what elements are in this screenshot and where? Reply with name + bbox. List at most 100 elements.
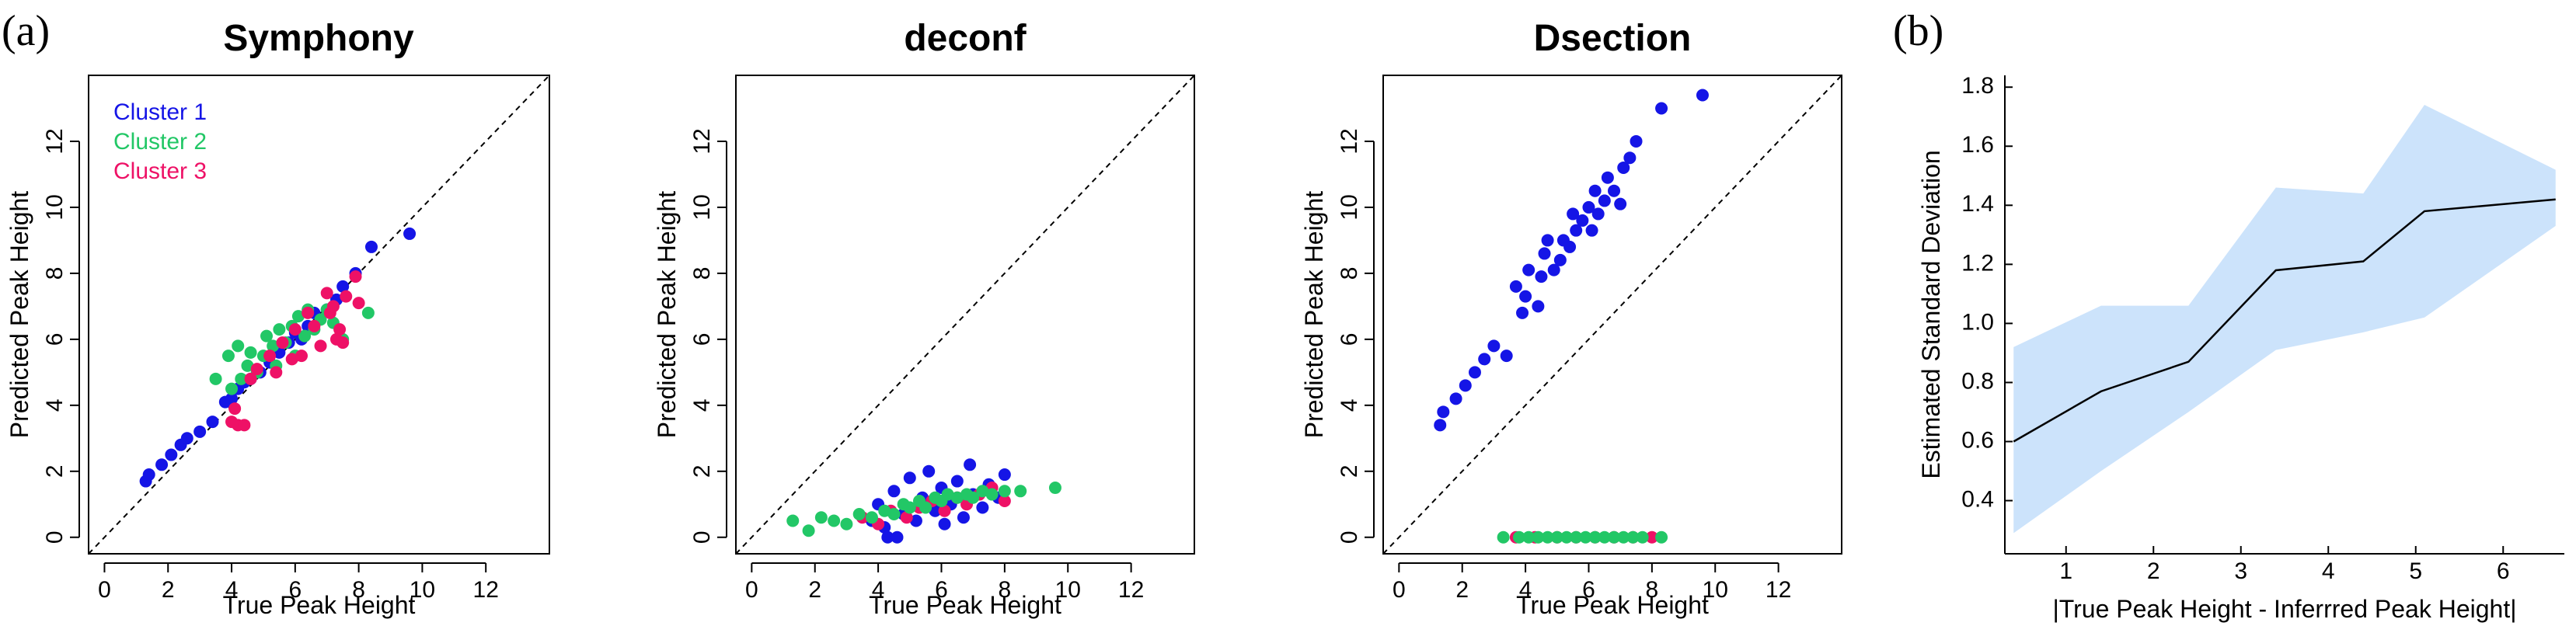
y-tick-label: 2: [1337, 464, 1362, 478]
y-axis-label: Predicted Peak Height: [5, 191, 33, 439]
data-point-cluster-2: [291, 310, 305, 323]
data-point-cluster-1: [180, 432, 193, 445]
data-point-cluster-1: [1434, 419, 1447, 432]
y-tick-label: 10: [42, 194, 68, 220]
x-tick-label: 3: [2234, 558, 2247, 584]
data-point-cluster-3: [276, 336, 289, 350]
x-tick-label: 6: [288, 577, 302, 603]
data-point-cluster-2: [1522, 530, 1535, 544]
y-tick-label: 8: [42, 267, 68, 280]
mean-line: [2013, 198, 2556, 443]
y-tick-label: 0: [42, 530, 68, 544]
y-tick-label: 4: [1337, 398, 1362, 412]
data-point-cluster-1: [1570, 224, 1583, 237]
data-point-cluster-2: [209, 372, 222, 385]
data-point-cluster-3: [340, 290, 353, 303]
data-point-cluster-2: [903, 501, 916, 514]
data-point-cluster-2: [267, 339, 280, 353]
data-point-cluster-3: [1645, 530, 1658, 544]
data-point-cluster-2: [1579, 530, 1592, 544]
data-point-cluster-1: [922, 464, 936, 478]
data-point-cluster-1: [403, 227, 417, 240]
data-point-cluster-3: [308, 319, 321, 332]
y-tick-label: 12: [1337, 128, 1362, 154]
data-point-cluster-2: [865, 511, 878, 524]
data-point-cluster-1: [1696, 89, 1709, 102]
data-point-cluster-1: [1601, 171, 1614, 184]
data-point-cluster-2: [298, 329, 312, 343]
data-point-cluster-3: [270, 366, 283, 379]
data-point-cluster-1: [1623, 151, 1637, 165]
data-point-cluster-1: [1509, 280, 1522, 293]
data-point-cluster-3: [333, 323, 347, 336]
data-point-cluster-1: [976, 501, 989, 514]
data-point-cluster-2: [1608, 530, 1621, 544]
data-point-cluster-1: [364, 240, 378, 253]
x-tick-label: 8: [999, 577, 1012, 603]
data-point-cluster-1: [1617, 161, 1630, 174]
y-axis-label: Predicted Peak Height: [653, 191, 681, 439]
data-point-cluster-2: [1512, 530, 1525, 544]
data-point-cluster-1: [881, 530, 894, 544]
data-point-cluster-1: [1598, 194, 1611, 207]
x-tick-label: 12: [473, 577, 499, 603]
x-tick-label: 12: [1118, 577, 1144, 603]
panel-label-a: (a): [2, 7, 51, 55]
data-point-cluster-2: [828, 514, 841, 527]
y-tick-label: 12: [689, 128, 715, 154]
data-point-cluster-1: [964, 458, 977, 471]
x-tick-label: 0: [98, 577, 111, 603]
data-point-cluster-1: [193, 425, 207, 438]
x-axis-label: True Peak Height: [223, 591, 416, 619]
data-point-cluster-3: [263, 350, 277, 363]
data-point-cluster-1: [1437, 405, 1450, 419]
data-point-cluster-3: [302, 306, 315, 319]
x-axis-label: |True Peak Height - Inferrred Peak Heigh…: [2052, 595, 2516, 623]
x-tick-label: 10: [1055, 577, 1081, 603]
data-point-cluster-1: [903, 471, 916, 485]
data-point-cluster-2: [260, 329, 274, 343]
y-tick-label: 0.4: [1961, 486, 1994, 512]
data-point-cluster-3: [900, 511, 913, 524]
data-point-cluster-1: [909, 514, 922, 527]
data-point-cluster-2: [786, 514, 800, 527]
data-point-cluster-1: [1547, 263, 1560, 277]
data-point-cluster-1: [1478, 353, 1491, 366]
x-tick-label: 10: [1703, 577, 1728, 603]
y-tick-label: 8: [1337, 267, 1362, 280]
y-tick-label: 8: [689, 267, 715, 280]
data-point-cluster-1: [1516, 306, 1529, 319]
data-point-cluster-2: [1617, 530, 1630, 544]
data-point-cluster-1: [1588, 184, 1602, 197]
x-tick-label: 4: [1519, 577, 1532, 603]
y-tick-label: 12: [42, 128, 68, 154]
data-point-cluster-2: [814, 511, 828, 524]
legend-entry: Cluster 3: [113, 158, 207, 184]
data-point-cluster-2: [941, 488, 954, 501]
x-tick-label: 4: [225, 577, 239, 603]
data-point-cluster-2: [1626, 530, 1640, 544]
data-point-cluster-2: [244, 346, 257, 359]
data-point-cluster-2: [225, 382, 239, 395]
data-point-cluster-2: [976, 485, 989, 498]
y-tick-label: 1.6: [1961, 132, 1994, 158]
chart-title: deconf: [904, 18, 1027, 59]
data-point-cluster-1: [1487, 339, 1501, 353]
confidence-band: [2013, 105, 2556, 534]
y-tick-label: 1.0: [1961, 309, 1994, 335]
x-tick-label: 0: [745, 577, 758, 603]
x-tick-label: 6: [935, 577, 948, 603]
y-axis-label: Predicted Peak Height: [1300, 191, 1328, 439]
data-point-cluster-2: [1570, 530, 1583, 544]
dsection-scatter-chart: Dsection 0 2 4 6 8 10 12 True Peak Height 0 2 4 6 8 10…: [1300, 18, 1842, 619]
data-point-cluster-1: [336, 280, 350, 293]
y-tick-label: 0: [689, 530, 715, 544]
y-tick-label: 0: [1337, 530, 1362, 544]
data-point-cluster-1: [165, 448, 178, 461]
data-point-cluster-1: [1630, 134, 1643, 148]
data-point-cluster-1: [929, 504, 942, 517]
data-point-cluster-2: [919, 501, 932, 514]
data-point-cluster-1: [225, 392, 239, 405]
x-tick-label: 8: [1646, 577, 1659, 603]
x-tick-label: 2: [808, 577, 821, 603]
